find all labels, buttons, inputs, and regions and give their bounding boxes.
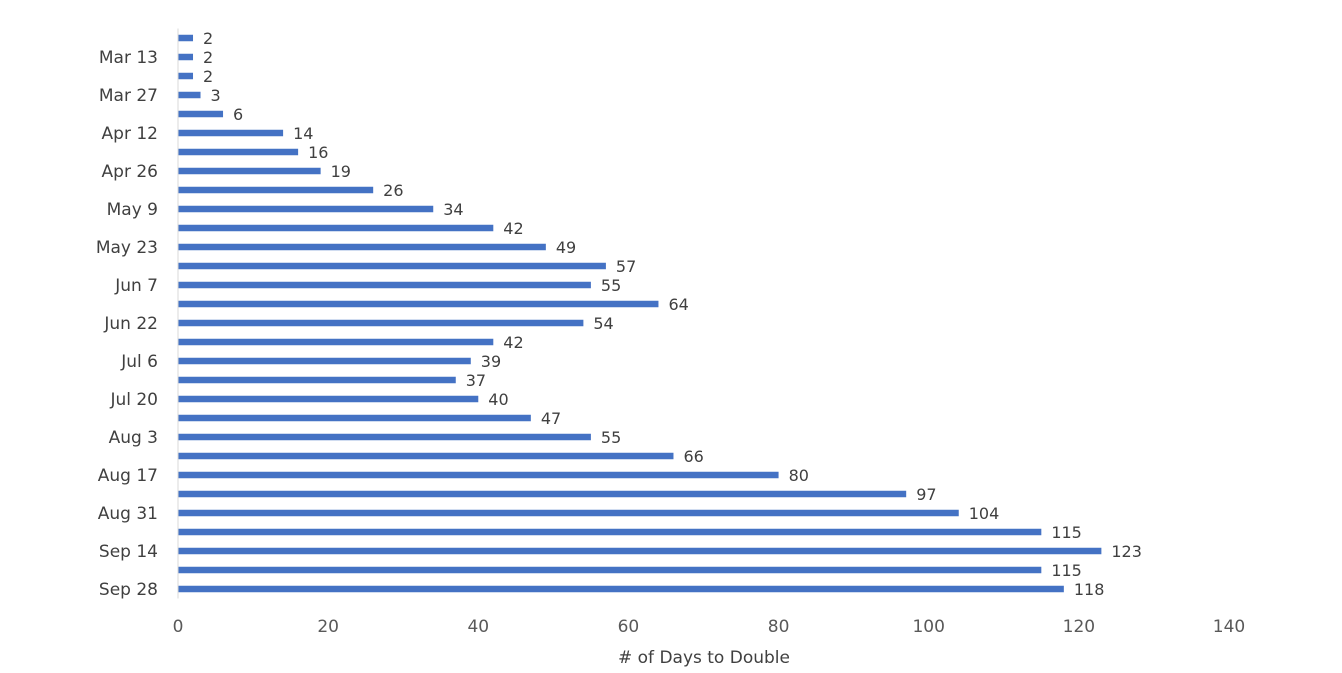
- bar: [178, 300, 659, 308]
- category-label: Jul 6: [120, 352, 158, 372]
- bar: [178, 433, 591, 441]
- bar: [178, 490, 907, 498]
- bar: [178, 414, 531, 422]
- data-label: 37: [466, 371, 486, 390]
- category-label: Jun 7: [114, 276, 158, 296]
- bar: [178, 319, 584, 327]
- data-label: 123: [1111, 542, 1142, 561]
- x-tick-label: 120: [1063, 617, 1095, 637]
- bar: [178, 376, 456, 384]
- bar: [178, 243, 546, 251]
- bar: [178, 129, 284, 137]
- category-label: May 9: [107, 200, 158, 220]
- bar: [178, 205, 434, 213]
- bar: [178, 262, 606, 270]
- x-tick-label: 60: [618, 617, 640, 637]
- bar: [178, 91, 201, 99]
- x-axis-title: # of Days to Double: [618, 648, 790, 668]
- bar: [178, 167, 321, 175]
- bars-layer: 2223614161926344249575564544239374047556…: [178, 29, 1142, 599]
- data-label: 47: [541, 409, 561, 428]
- bar: [178, 585, 1064, 593]
- category-label: Jul 20: [109, 390, 158, 410]
- data-label: 80: [789, 466, 809, 485]
- data-label: 3: [211, 86, 221, 105]
- axis-layer: Mar 13 Mar 27 Apr 12 Apr 26 May 9 May 23 Jun 7…: [96, 28, 1245, 637]
- bar: [178, 338, 494, 346]
- bar: [178, 186, 374, 194]
- bar: [178, 53, 194, 61]
- data-label: 54: [593, 314, 613, 333]
- bar: [178, 357, 471, 365]
- bar: [178, 34, 194, 42]
- x-tick-label: 100: [912, 617, 944, 637]
- category-label: Sep 14: [99, 542, 158, 562]
- x-tick-label: 20: [317, 617, 339, 637]
- category-label: Sep 28: [99, 580, 158, 600]
- data-label: 55: [601, 428, 621, 447]
- category-label: Apr 12: [102, 124, 158, 144]
- data-label: 16: [308, 143, 328, 162]
- bar: [178, 281, 591, 289]
- data-label: 39: [481, 352, 501, 371]
- data-label: 49: [556, 238, 576, 257]
- x-tick-label: 140: [1213, 617, 1245, 637]
- data-label: 34: [443, 200, 463, 219]
- data-label: 57: [616, 257, 636, 276]
- data-label: 42: [503, 333, 523, 352]
- data-label: 97: [916, 485, 936, 504]
- category-label: Aug 17: [98, 466, 158, 486]
- x-tick-label: 0: [173, 617, 184, 637]
- data-label: 6: [233, 105, 243, 124]
- bar: [178, 509, 959, 517]
- bar: [178, 224, 494, 232]
- category-label: Apr 26: [102, 162, 158, 182]
- data-label: 42: [503, 219, 523, 238]
- bar: [178, 547, 1102, 555]
- x-tick-label: 80: [768, 617, 790, 637]
- data-label: 2: [203, 48, 213, 67]
- data-label: 2: [203, 67, 213, 86]
- data-label: 19: [331, 162, 351, 181]
- data-label: 66: [683, 447, 703, 466]
- bar: [178, 148, 299, 156]
- data-label: 26: [383, 181, 403, 200]
- bar: [178, 72, 194, 80]
- data-label: 104: [969, 504, 1000, 523]
- category-label: Mar 27: [99, 86, 158, 106]
- data-label: 40: [488, 390, 508, 409]
- bar: [178, 452, 674, 460]
- x-tick-label: 40: [467, 617, 489, 637]
- bar: [178, 528, 1042, 536]
- data-label: 2: [203, 29, 213, 48]
- data-label: 64: [668, 295, 688, 314]
- category-label: Aug 31: [98, 504, 158, 524]
- bar: [178, 566, 1042, 574]
- category-label: Aug 3: [109, 428, 158, 448]
- bar: [178, 110, 224, 118]
- bar: [178, 471, 779, 479]
- data-label: 115: [1051, 561, 1082, 580]
- data-label: 115: [1051, 523, 1082, 542]
- bar: [178, 395, 479, 403]
- data-label: 118: [1074, 580, 1105, 599]
- category-label: May 23: [96, 238, 158, 258]
- category-label: Mar 13: [99, 48, 158, 68]
- category-label: Jun 22: [103, 314, 158, 334]
- data-label: 55: [601, 276, 621, 295]
- data-label: 14: [293, 124, 313, 143]
